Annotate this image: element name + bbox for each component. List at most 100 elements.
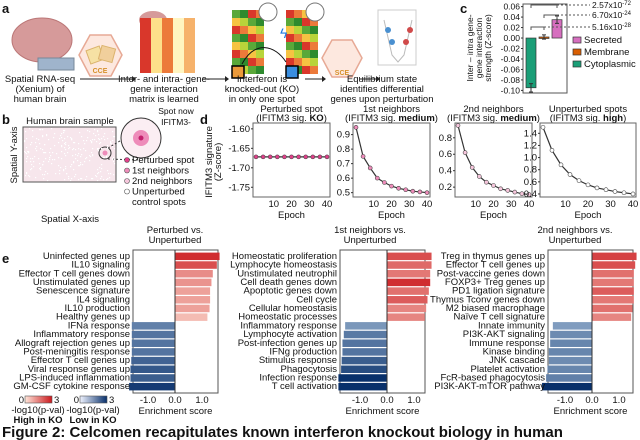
d-plot-frame	[252, 122, 331, 198]
tissue-speckle	[112, 159, 114, 161]
e-category-label: Effector T cell genes up	[31, 355, 130, 366]
tissue-speckle	[39, 129, 41, 131]
d-xtick-label: 20	[386, 199, 397, 210]
tissue-speckle	[93, 133, 95, 135]
tissue-speckle	[43, 161, 45, 163]
tissue-speckle	[46, 134, 48, 136]
tissue-speckle	[67, 152, 69, 154]
tissue-speckle	[47, 173, 49, 175]
e-title: Unperturbed	[549, 235, 602, 246]
tissue-speckle	[80, 164, 82, 166]
tissue-speckle	[34, 156, 36, 158]
tissue-speckle	[103, 179, 105, 181]
d-point	[282, 154, 287, 160]
e-bar	[546, 374, 592, 382]
d-chart-2: 1st neighbors(IFITM3 sig. medium) 0.9 0.8 0…	[337, 104, 438, 221]
tissue-speckle	[43, 152, 45, 154]
matrix-cell	[310, 34, 318, 42]
tissue-speckle	[31, 168, 33, 170]
e-category-label: Cellular homeostasis	[249, 303, 337, 314]
e-bar	[342, 348, 387, 356]
b-legend-label: control spots	[132, 197, 186, 208]
tissue-speckle	[78, 143, 80, 145]
tissue-speckle	[64, 153, 66, 155]
e-category-label: Inflammatory response	[33, 329, 130, 340]
e-bar	[552, 322, 592, 330]
matrix-cell	[286, 34, 294, 42]
ko-spot	[231, 65, 245, 79]
c-errorbar	[542, 34, 546, 40]
tissue-speckle	[77, 160, 79, 162]
tissue-speckle	[98, 148, 100, 150]
tissue-speckle	[58, 165, 60, 167]
perturbed-spot	[138, 135, 144, 141]
tissue-speckle	[54, 133, 56, 135]
tissue-speckle	[77, 155, 79, 157]
e-category-label: PI3K-AKT-mTOR pathway	[434, 381, 545, 392]
tissue-speckle	[39, 143, 41, 145]
tissue-speckle	[63, 130, 65, 132]
tissue-speckle	[104, 139, 106, 141]
tissue-speckle	[107, 148, 109, 150]
d-xtick-label: 30	[304, 199, 315, 210]
d-point	[353, 125, 359, 130]
c-pvalue: 5.16x10-28	[592, 22, 632, 32]
tissue-speckle	[53, 137, 55, 139]
tissue-speckle	[70, 180, 72, 182]
tissue-speckle	[42, 129, 44, 131]
e-xtick-label: -1.0	[140, 395, 156, 406]
c-legend-label: Secreted	[584, 35, 622, 46]
tissue-speckle	[58, 142, 60, 144]
e-category-label: Immune response	[469, 338, 545, 349]
tissue-speckle	[114, 159, 116, 161]
tissue-speckle	[98, 134, 100, 136]
d-point	[576, 178, 582, 183]
tissue-speckle	[97, 173, 99, 175]
tissue-speckle	[58, 157, 60, 159]
tissue-speckle	[30, 161, 32, 163]
d-xtick-label: 30	[506, 199, 517, 210]
tissue-speckle	[48, 161, 50, 163]
d-ytick-label: -1.70	[228, 163, 250, 174]
matrix-cell	[173, 29, 184, 40]
tissue-speckle	[35, 142, 37, 144]
e-bar	[338, 382, 387, 391]
e-category-label: IFNg production	[269, 346, 337, 357]
e-category-label: PI3K-AKT signaling	[463, 329, 545, 340]
tissue-speckle	[55, 173, 57, 175]
c-legend-swatch	[572, 36, 582, 44]
matrix-cell	[256, 42, 264, 50]
d-point	[396, 185, 401, 191]
d-point	[526, 192, 532, 197]
b-title: Human brain sample	[26, 116, 114, 127]
matrix-cell	[256, 26, 264, 34]
matrix-cell	[294, 34, 302, 42]
e-bar	[342, 339, 387, 347]
matrix-cell	[294, 42, 302, 50]
tissue-speckle	[106, 157, 108, 159]
tissue-speckle	[83, 148, 85, 150]
e-bar	[592, 269, 634, 278]
tissue-speckle	[60, 167, 62, 169]
matrix-cell	[248, 42, 256, 50]
tissue-speckle	[71, 178, 73, 180]
e-bar	[592, 304, 633, 313]
d-subtitle: (IFITM3 sig. high)	[550, 113, 627, 124]
tissue-speckle	[97, 131, 99, 133]
d-series-line	[355, 127, 428, 194]
tissue-speckle	[26, 173, 28, 175]
matrix-cell	[173, 40, 184, 51]
e-category-label: GM-CSF cytokine response	[13, 381, 130, 392]
tissue-speckle	[59, 138, 61, 140]
tissue-speckle	[92, 139, 94, 141]
tissue-speckle	[103, 136, 105, 138]
tissue-speckle	[111, 143, 113, 145]
tissue-speckle	[70, 166, 72, 168]
matrix-cell	[310, 26, 318, 34]
e-bar	[542, 382, 592, 391]
e-category-label: Post-vaccine genes down	[437, 268, 545, 279]
c-legend-label: Cytoplasmic	[584, 59, 636, 70]
d-title: 2nd neighbors	[463, 104, 523, 115]
tissue-speckle	[101, 176, 103, 178]
tissue-speckle	[61, 158, 63, 160]
